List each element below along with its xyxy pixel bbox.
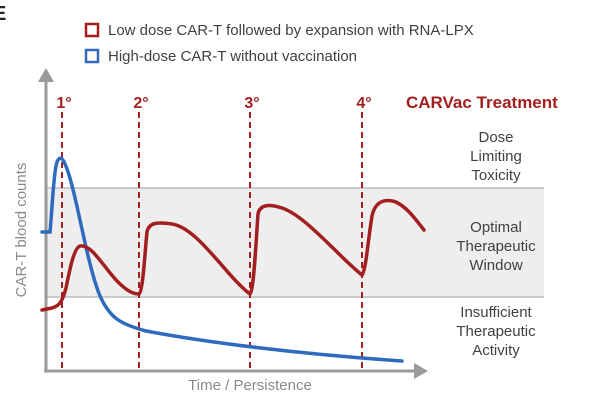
zone-label-toxicity-1: Dose xyxy=(478,129,513,146)
y-axis-title: CAR-T blood counts xyxy=(13,163,30,298)
x-axis-title: Time / Persistence xyxy=(188,377,312,394)
red-series-line xyxy=(40,198,426,312)
blue-series-line xyxy=(40,156,404,363)
zone-label-insufficient-1: Insufficient xyxy=(460,304,532,321)
zone-label-optimal-2: Therapeutic xyxy=(456,238,536,255)
dose-lines xyxy=(61,112,363,370)
legend: Low dose CAR-T followed by expansion wit… xyxy=(84,22,474,65)
y-axis-arrow xyxy=(38,68,54,82)
dose-label-4: 4° xyxy=(356,95,371,112)
legend-swatch-red xyxy=(84,22,100,38)
dose-label-2: 2° xyxy=(133,95,148,112)
zone-label-optimal-3: Window xyxy=(469,257,523,274)
zone-label-toxicity-2: Limiting xyxy=(470,148,522,165)
legend-label-red: Low dose CAR-T followed by expansion wit… xyxy=(108,22,474,39)
panel-letter: E xyxy=(0,3,6,25)
zone-labels: Dose Limiting Toxicity Optimal Therapeut… xyxy=(456,129,536,359)
zone-label-insufficient-2: Therapeutic xyxy=(456,323,536,340)
treatment-label: CARVac Treatment xyxy=(406,93,558,112)
zone-label-optimal-1: Optimal xyxy=(470,219,522,236)
zone-label-toxicity-3: Toxicity xyxy=(471,167,521,184)
x-axis-arrow xyxy=(414,363,428,379)
dose-label-1: 1° xyxy=(56,95,71,112)
optimal-window-band xyxy=(46,188,544,297)
zone-label-insufficient-3: Activity xyxy=(472,342,520,359)
legend-swatch-blue xyxy=(84,48,100,64)
legend-label-blue: High-dose CAR-T without vaccination xyxy=(108,48,357,65)
dose-label-3: 3° xyxy=(244,95,259,112)
